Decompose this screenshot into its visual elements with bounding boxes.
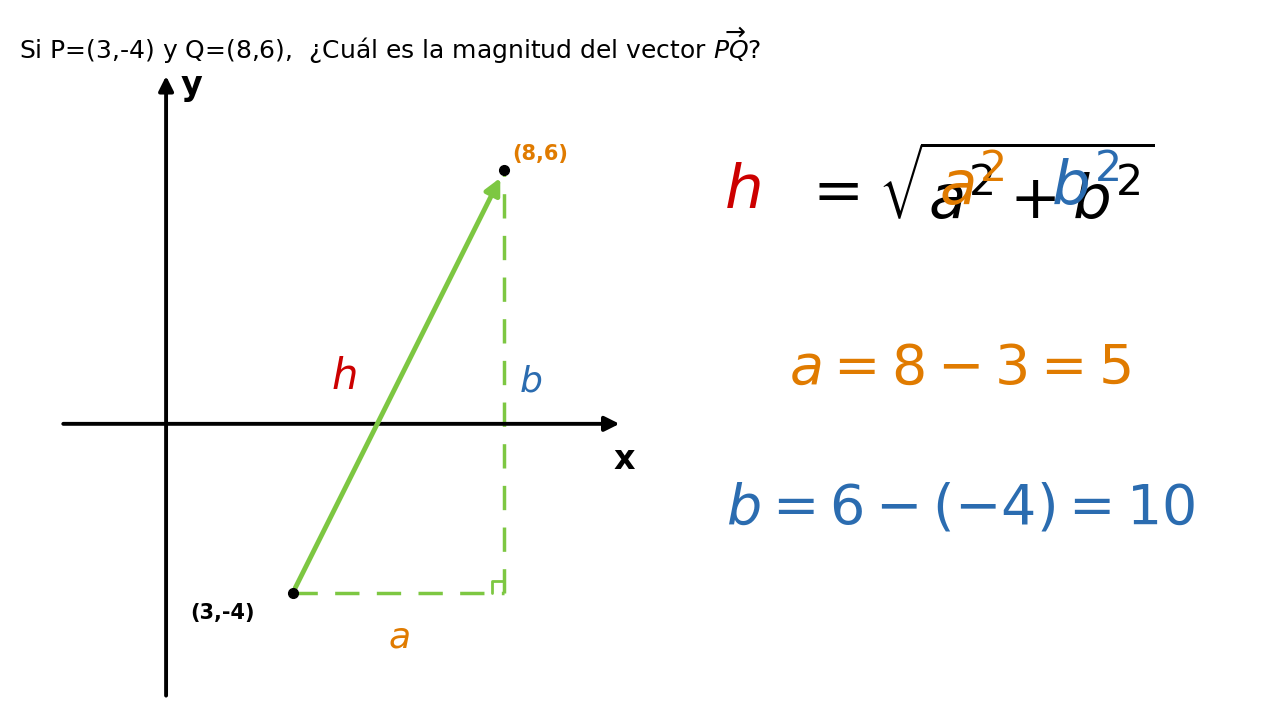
Text: $\mathit{a}^2$: $\mathit{a}^2$ (940, 158, 1005, 218)
Text: (3,-4): (3,-4) (191, 603, 255, 624)
Text: $\sqrt{\mathit{a}^2 + \mathit{b}^2}$: $\sqrt{\mathit{a}^2 + \mathit{b}^2}$ (878, 150, 1153, 233)
Text: $\mathit{b}^2$: $\mathit{b}^2$ (1051, 158, 1120, 218)
Text: $b$: $b$ (518, 364, 541, 399)
Text: Si P=(3,-4) y Q=(8,6),  ¿Cuál es la magnitud del vector $\overrightarrow{PQ}$?: Si P=(3,-4) y Q=(8,6), ¿Cuál es la magni… (19, 25, 762, 66)
Text: $\mathit{b} = 6 - (-4) = 10$: $\mathit{b} = 6 - (-4) = 10$ (726, 481, 1194, 536)
Text: $\mathit{h}$: $\mathit{h}$ (724, 162, 762, 221)
Text: x: x (613, 443, 635, 476)
Text: $\mathit{a} = 8 - 3 = 5$: $\mathit{a} = 8 - 3 = 5$ (790, 342, 1130, 396)
Text: y: y (180, 69, 202, 102)
Text: $=$: $=$ (801, 162, 860, 221)
Text: $a$: $a$ (388, 620, 410, 654)
Text: (8,6): (8,6) (512, 144, 568, 164)
Text: $h$: $h$ (330, 356, 356, 398)
